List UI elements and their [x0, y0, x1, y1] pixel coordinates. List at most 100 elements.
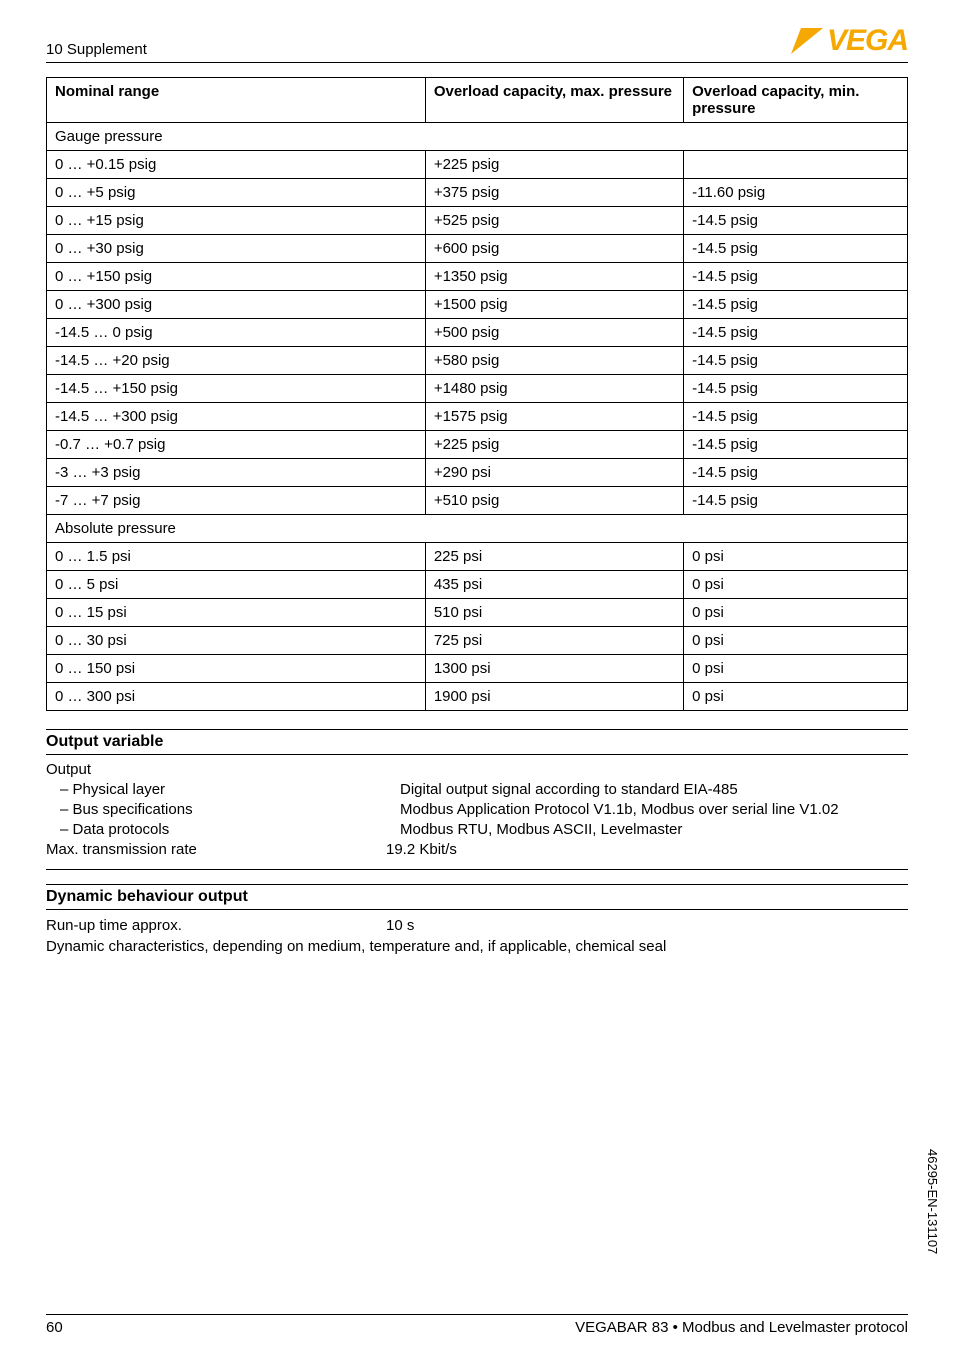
table-row: 0 … 5 psi435 psi0 psi: [47, 571, 908, 599]
cell-max: +1350 psig: [425, 263, 683, 291]
cell-min: 0 psi: [684, 655, 908, 683]
cell-max: +600 psig: [425, 235, 683, 263]
physical-layer-value: Digital output signal according to stand…: [400, 781, 908, 798]
cell-max: +225 psig: [425, 431, 683, 459]
group-label: Absolute pressure: [47, 515, 908, 543]
table-header-row: Nominal range Overload capacity, max. pr…: [47, 78, 908, 123]
cell-nominal: -14.5 … +20 psig: [47, 347, 426, 375]
cell-nominal: 0 … 300 psi: [47, 683, 426, 711]
th-nominal: Nominal range: [47, 78, 426, 123]
cell-min: -14.5 psig: [684, 431, 908, 459]
cell-max: 435 psi: [425, 571, 683, 599]
vega-logo: VEGA: [789, 24, 908, 58]
cell-min: -14.5 psig: [684, 235, 908, 263]
data-protocols-label: Data protocols: [46, 821, 400, 838]
cell-min: 0 psi: [684, 599, 908, 627]
page-footer: 60 VEGABAR 83 • Modbus and Levelmaster p…: [46, 1314, 908, 1336]
cell-min: -14.5 psig: [684, 487, 908, 515]
cell-min: -14.5 psig: [684, 403, 908, 431]
group-row-gauge: Gauge pressure: [47, 123, 908, 151]
cell-nominal: -14.5 … 0 psig: [47, 319, 426, 347]
cell-max: +290 psi: [425, 459, 683, 487]
cell-nominal: -0.7 … +0.7 psig: [47, 431, 426, 459]
cell-min: 0 psi: [684, 627, 908, 655]
cell-max: +225 psig: [425, 151, 683, 179]
cell-max: +580 psig: [425, 347, 683, 375]
th-min: Overload capacity, min. pressure: [684, 78, 908, 123]
dynamic-heading: Dynamic behaviour output: [46, 884, 908, 910]
cell-nominal: -14.5 … +150 psig: [47, 375, 426, 403]
table-row: 0 … +150 psig+1350 psig-14.5 psig: [47, 263, 908, 291]
cell-nominal: -3 … +3 psig: [47, 459, 426, 487]
table-row: -14.5 … +20 psig+580 psig-14.5 psig: [47, 347, 908, 375]
cell-min: -14.5 psig: [684, 375, 908, 403]
cell-max: 510 psi: [425, 599, 683, 627]
doc-code: 46295-EN-131107: [925, 1149, 940, 1254]
max-rate-label: Max. transmission rate: [46, 841, 386, 858]
cell-max: +500 psig: [425, 319, 683, 347]
cell-max: +510 psig: [425, 487, 683, 515]
cell-nominal: -14.5 … +300 psig: [47, 403, 426, 431]
section-label: 10 Supplement: [46, 41, 147, 58]
table-row: 0 … +30 psig+600 psig-14.5 psig: [47, 235, 908, 263]
runup-value: 10 s: [386, 917, 908, 934]
table-row: 0 … +300 psig+1500 psig-14.5 psig: [47, 291, 908, 319]
bus-spec-label: Bus specifications: [46, 801, 400, 818]
cell-min: -14.5 psig: [684, 207, 908, 235]
cell-nominal: 0 … +30 psig: [47, 235, 426, 263]
cell-min: -14.5 psig: [684, 347, 908, 375]
table-row: 0 … 300 psi1900 psi0 psi: [47, 683, 908, 711]
cell-min: -11.60 psig: [684, 179, 908, 207]
cell-min: -14.5 psig: [684, 263, 908, 291]
group-label: Gauge pressure: [47, 123, 908, 151]
cell-max: +525 psig: [425, 207, 683, 235]
cell-nominal: 0 … +5 psig: [47, 179, 426, 207]
page-number: 60: [46, 1319, 63, 1336]
cell-nominal: 0 … 15 psi: [47, 599, 426, 627]
table-row: 0 … 150 psi1300 psi0 psi: [47, 655, 908, 683]
table-row: -14.5 … +300 psig+1575 psig-14.5 psig: [47, 403, 908, 431]
cell-max: +375 psig: [425, 179, 683, 207]
logo-text: VEGA: [827, 24, 908, 58]
cell-nominal: 0 … 1.5 psi: [47, 543, 426, 571]
output-block: Output Physical layer Digital output sig…: [46, 755, 908, 870]
pressure-table: Nominal range Overload capacity, max. pr…: [46, 77, 908, 711]
physical-layer-label: Physical layer: [46, 781, 400, 798]
cell-nominal: 0 … +15 psig: [47, 207, 426, 235]
cell-min: 0 psi: [684, 543, 908, 571]
data-protocols-value: Modbus RTU, Modbus ASCII, Levelmaster: [400, 821, 908, 838]
cell-min: -14.5 psig: [684, 459, 908, 487]
cell-min: -14.5 psig: [684, 291, 908, 319]
runup-label: Run-up time approx.: [46, 917, 386, 934]
cell-max: 225 psi: [425, 543, 683, 571]
table-row: 0 … 15 psi510 psi0 psi: [47, 599, 908, 627]
cell-nominal: 0 … 5 psi: [47, 571, 426, 599]
table-row: -14.5 … +150 psig+1480 psig-14.5 psig: [47, 375, 908, 403]
cell-min: 0 psi: [684, 571, 908, 599]
cell-max: +1500 psig: [425, 291, 683, 319]
cell-max: 1900 psi: [425, 683, 683, 711]
cell-nominal: 0 … 30 psi: [47, 627, 426, 655]
cell-min: [684, 151, 908, 179]
logo-triangle-icon: [789, 26, 825, 56]
cell-nominal: 0 … +0.15 psig: [47, 151, 426, 179]
dynamic-note: Dynamic characteristics, depending on me…: [46, 938, 908, 955]
table-row: 0 … +5 psig+375 psig-11.60 psig: [47, 179, 908, 207]
cell-nominal: -7 … +7 psig: [47, 487, 426, 515]
bus-spec-value: Modbus Application Protocol V1.1b, Modbu…: [400, 801, 908, 818]
cell-max: 725 psi: [425, 627, 683, 655]
table-row: -0.7 … +0.7 psig+225 psig-14.5 psig: [47, 431, 908, 459]
cell-nominal: 0 … +150 psig: [47, 263, 426, 291]
table-row: 0 … 1.5 psi225 psi0 psi: [47, 543, 908, 571]
th-max: Overload capacity, max. pressure: [425, 78, 683, 123]
cell-min: 0 psi: [684, 683, 908, 711]
table-row: 0 … +0.15 psig+225 psig: [47, 151, 908, 179]
table-row: -14.5 … 0 psig+500 psig-14.5 psig: [47, 319, 908, 347]
cell-max: +1575 psig: [425, 403, 683, 431]
cell-nominal: 0 … 150 psi: [47, 655, 426, 683]
page-header: 10 Supplement VEGA: [46, 24, 908, 63]
table-row: 0 … +15 psig+525 psig-14.5 psig: [47, 207, 908, 235]
product-name: VEGABAR 83 • Modbus and Levelmaster prot…: [575, 1319, 908, 1336]
group-row-absolute: Absolute pressure: [47, 515, 908, 543]
cell-max: 1300 psi: [425, 655, 683, 683]
